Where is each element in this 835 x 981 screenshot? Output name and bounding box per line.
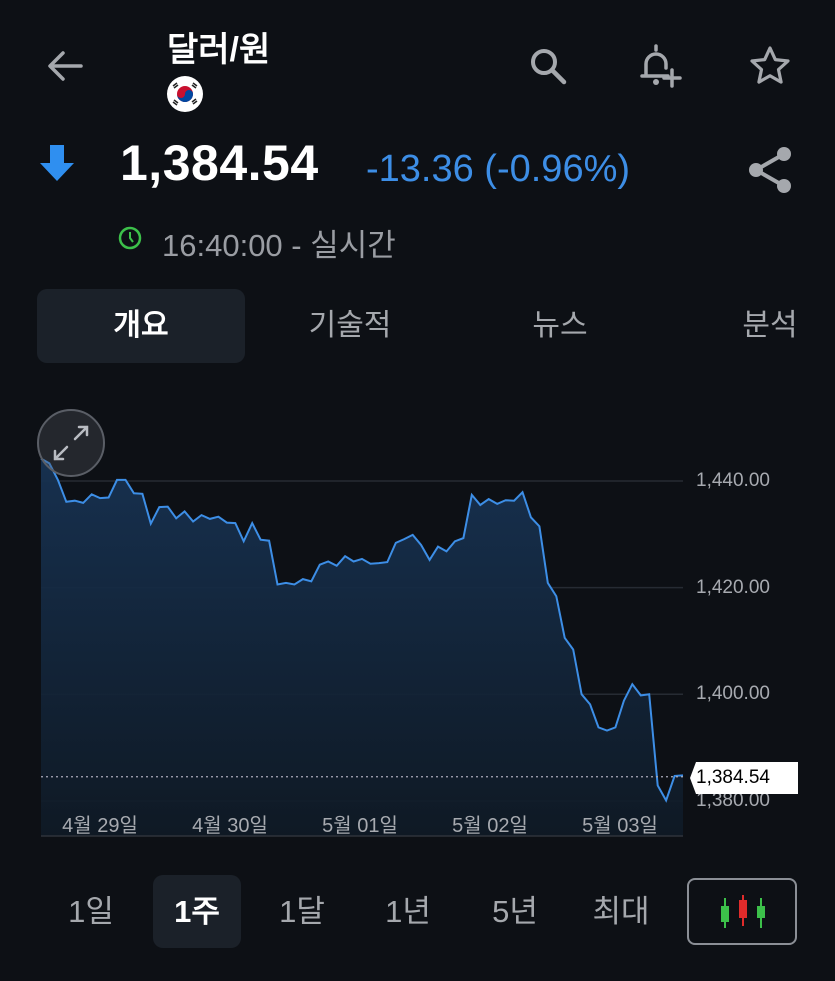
candlestick-icon <box>721 895 765 928</box>
tab-analysis[interactable]: 분석 <box>742 309 798 342</box>
back-arrow-icon[interactable] <box>45 46 85 86</box>
range-5-years[interactable]: 5년 <box>492 894 538 929</box>
share-icon[interactable] <box>746 145 794 195</box>
tab-overview[interactable]: 개요 <box>37 289 245 363</box>
favorite-star-icon[interactable] <box>748 44 792 88</box>
y-tick-label: 1,380.00 <box>696 790 770 811</box>
range-max[interactable]: 최대 <box>592 894 650 929</box>
search-icon[interactable] <box>526 44 570 88</box>
tab-news[interactable]: 뉴스 <box>532 309 588 342</box>
y-tick-label: 1,420.00 <box>696 577 770 598</box>
south-korea-flag-icon <box>167 76 203 112</box>
expand-chart-icon[interactable] <box>37 409 105 477</box>
range-1-month[interactable]: 1달 <box>279 894 325 929</box>
price-area-fill <box>41 458 683 836</box>
y-tick-label: 1,440.00 <box>696 470 770 491</box>
current-price: 1,384.54 <box>120 135 319 191</box>
x-tick-label: 5월 02일 <box>452 815 528 837</box>
candlestick-chart-button[interactable] <box>687 878 797 945</box>
page-title: 달러/원 <box>167 31 271 69</box>
add-alert-bell-icon[interactable] <box>634 42 684 90</box>
clock-icon <box>118 226 142 250</box>
range-1-year[interactable]: 1년 <box>385 894 431 929</box>
x-tick-label: 4월 29일 <box>62 815 138 837</box>
current-price-label: 1,384.54 <box>690 762 798 794</box>
range-1-week[interactable]: 1주 <box>153 875 241 948</box>
range-1-day[interactable]: 1일 <box>68 894 114 929</box>
x-tick-label: 4월 30일 <box>192 815 268 837</box>
y-tick-label: 1,400.00 <box>696 683 770 704</box>
price-line <box>40 457 684 803</box>
x-tick-label: 5월 01일 <box>322 815 398 837</box>
tab-technical[interactable]: 기술적 <box>308 309 392 342</box>
quote-time: 16:40:00 - 실시간 <box>162 228 396 263</box>
price-chart[interactable] <box>0 380 835 850</box>
down-arrow-icon <box>40 145 74 181</box>
price-change: -13.36 (-0.96%) <box>366 148 631 190</box>
x-tick-label: 5월 03일 <box>582 815 658 837</box>
